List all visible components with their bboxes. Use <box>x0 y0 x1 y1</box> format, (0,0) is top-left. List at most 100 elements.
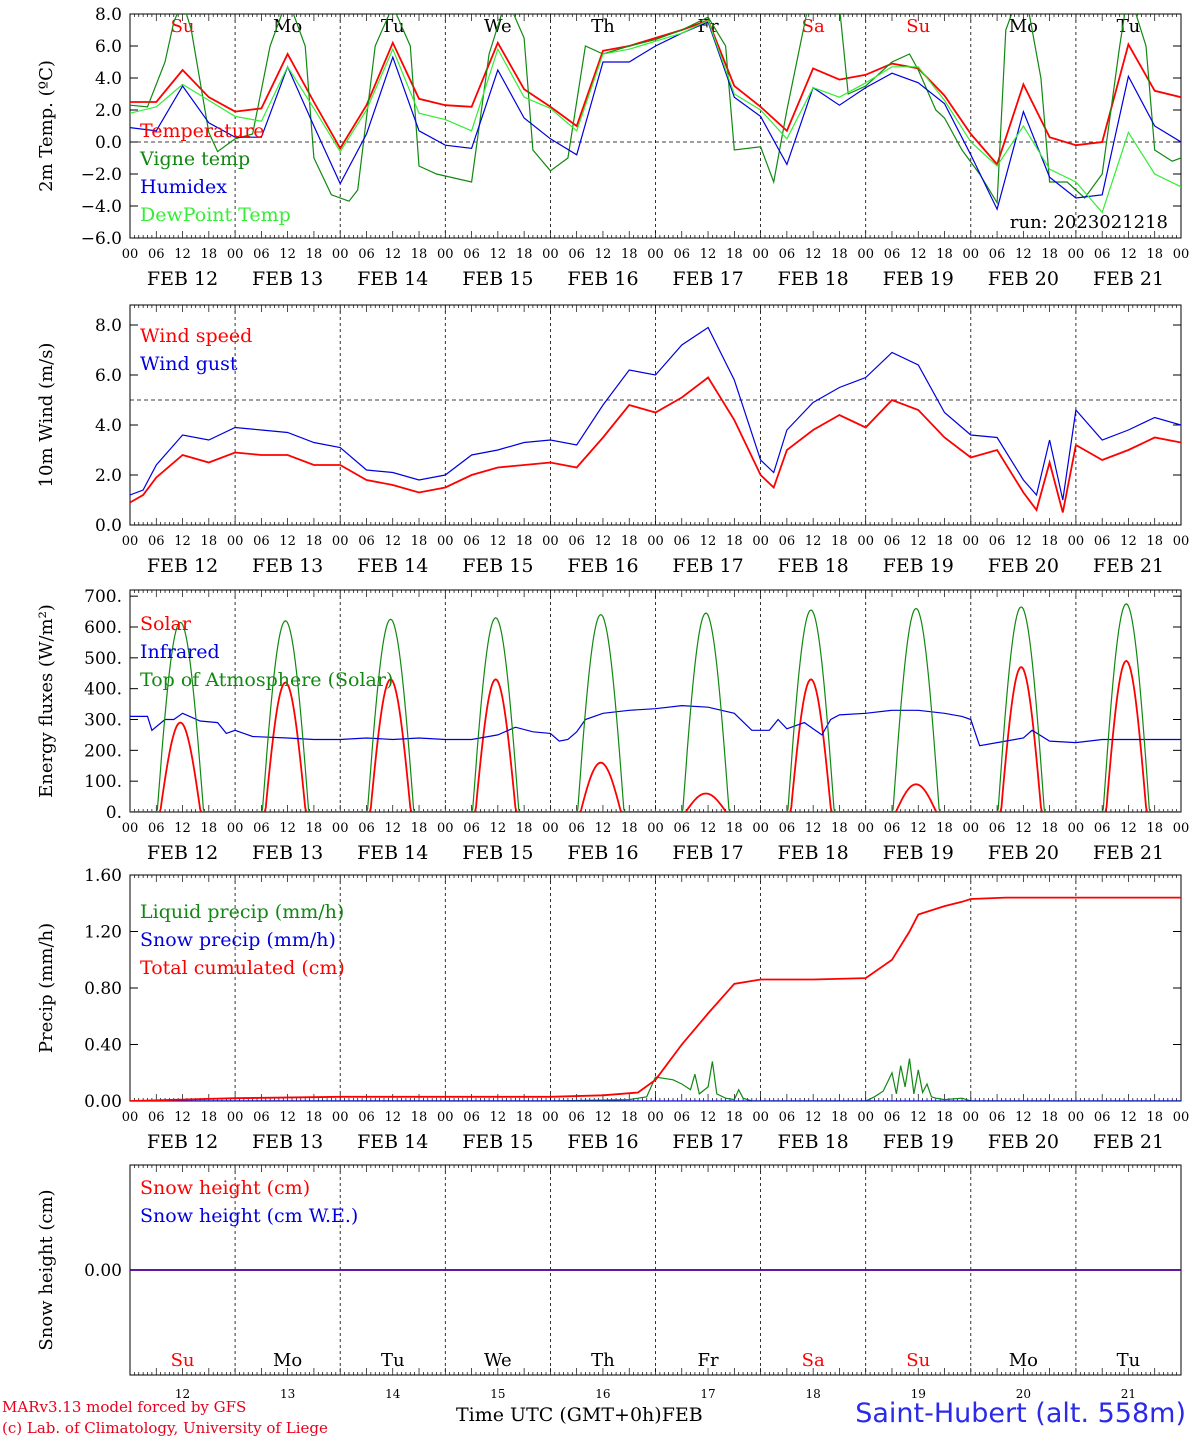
hour-tick-label: 00 <box>437 821 454 836</box>
y-tick-label: 1.60 <box>84 866 122 886</box>
hour-tick-label: 12 <box>1120 247 1137 262</box>
series-line-vigne-temp <box>130 14 1181 205</box>
hour-tick-label: 12 <box>279 821 296 836</box>
hour-tick-label: 00 <box>227 821 244 836</box>
hour-tick-label: 06 <box>674 534 691 549</box>
hour-tick-label: 18 <box>201 1110 218 1125</box>
hour-tick-label: 00 <box>122 1110 139 1125</box>
hour-tick-label: 12 <box>805 821 822 836</box>
hour-tick-label: 06 <box>779 247 796 262</box>
hour-tick-label: 06 <box>358 1110 375 1125</box>
hour-tick-label: 18 <box>516 534 533 549</box>
date-label: FEB 20 <box>988 268 1059 290</box>
weekday-label: We <box>484 1350 512 1371</box>
hour-tick-label: 00 <box>857 247 874 262</box>
day-number-label: 15 <box>490 1387 505 1401</box>
hour-tick-label: 06 <box>1094 247 1111 262</box>
hour-tick-label: 12 <box>384 821 401 836</box>
y-axis-label: 10m Wind (m/s) <box>36 343 57 488</box>
date-label: FEB 13 <box>252 1131 323 1153</box>
hour-tick-label: 00 <box>542 821 559 836</box>
series-line-wind-gust <box>130 326 1181 501</box>
hour-tick-label: 18 <box>831 247 848 262</box>
hour-tick-label: 00 <box>963 534 980 549</box>
y-axis-label: 2m Temp. (ºC) <box>36 60 57 192</box>
hour-tick-label: 12 <box>910 247 927 262</box>
weekday-label: Su <box>906 1350 930 1371</box>
weekday-label: Fr <box>698 16 719 37</box>
hour-tick-label: 18 <box>1146 534 1163 549</box>
weekday-label: Tu <box>1117 1350 1141 1371</box>
date-label: FEB 19 <box>883 555 954 577</box>
y-tick-label: 8.0 <box>95 316 122 336</box>
hour-tick-label: 00 <box>122 247 139 262</box>
hour-tick-label: 06 <box>674 247 691 262</box>
date-label: FEB 12 <box>147 842 218 864</box>
hour-tick-label: 00 <box>752 821 769 836</box>
series-line-wind-speed <box>130 376 1181 513</box>
date-label: FEB 12 <box>147 555 218 577</box>
date-label: FEB 18 <box>778 268 849 290</box>
hour-tick-label: 18 <box>726 534 743 549</box>
hour-tick-label: 12 <box>700 1110 717 1125</box>
panel-4: 1.60 1.20 0.80 0.40 0.00 Precip (mm/h) 00 06 12 1… <box>36 866 1189 1153</box>
hour-tick-label: 18 <box>726 247 743 262</box>
hour-tick-label: 12 <box>279 534 296 549</box>
date-label: FEB 19 <box>883 1131 954 1153</box>
y-axis-label: Precip (mm/h) <box>36 923 57 1053</box>
y-axis-label: Energy fluxes (W/m²) <box>36 604 57 798</box>
hour-tick-label: 12 <box>1015 534 1032 549</box>
hour-tick-label: 18 <box>1041 534 1058 549</box>
day-number-label: 18 <box>806 1387 821 1401</box>
date-label: FEB 14 <box>357 842 428 864</box>
date-label: FEB 21 <box>1093 555 1164 577</box>
series-line-infrared <box>130 704 1181 747</box>
date-label: FEB 16 <box>567 1131 638 1153</box>
hour-tick-label: 00 <box>542 247 559 262</box>
hour-tick-label: 00 <box>1068 1110 1085 1125</box>
hour-tick-label: 06 <box>463 1110 480 1125</box>
hour-tick-label: 18 <box>621 821 638 836</box>
legend-entry: Total cumulated (cm) <box>140 957 345 979</box>
run-annotation: run: 2023021218 <box>1010 212 1168 233</box>
hour-tick-label: 06 <box>148 1110 165 1125</box>
panel-1: 8.0 6.0 4.0 2.0 0.0 −2.0 −4.0 −6.0 2m Temp. (ºC)… <box>36 5 1189 290</box>
y-tick-label: 2.0 <box>95 101 122 121</box>
hour-tick-label: 18 <box>621 534 638 549</box>
y-tick-label: 6.0 <box>95 37 122 57</box>
y-tick-label: 2.0 <box>95 466 122 486</box>
y-tick-label: 100. <box>84 772 122 792</box>
hour-tick-label: 06 <box>884 247 901 262</box>
lab-credit: (c) Lab. of Climatology, University of L… <box>2 1419 328 1437</box>
hour-tick-label: 18 <box>516 247 533 262</box>
hour-tick-label: 00 <box>437 247 454 262</box>
hour-tick-label: 12 <box>174 534 191 549</box>
hour-tick-label: 18 <box>936 821 953 836</box>
hour-tick-label: 18 <box>201 821 218 836</box>
hour-tick-label: 18 <box>1041 247 1058 262</box>
hour-tick-label: 00 <box>1173 821 1190 836</box>
date-label: FEB 16 <box>567 555 638 577</box>
hour-tick-label: 18 <box>306 1110 323 1125</box>
hour-tick-label: 18 <box>516 1110 533 1125</box>
hour-tick-label: 12 <box>595 1110 612 1125</box>
hour-tick-label: 18 <box>726 1110 743 1125</box>
hour-tick-label: 18 <box>831 534 848 549</box>
date-label: FEB 13 <box>252 268 323 290</box>
weekday-label: Su <box>171 16 195 37</box>
hour-tick-label: 12 <box>1120 821 1137 836</box>
hour-tick-label: 18 <box>306 534 323 549</box>
legend-entry: Top of Atmosphere (Solar) <box>140 669 393 691</box>
hour-tick-label: 00 <box>752 1110 769 1125</box>
hour-tick-label: 18 <box>306 247 323 262</box>
hour-tick-label: 06 <box>358 821 375 836</box>
hour-tick-label: 12 <box>490 247 507 262</box>
hour-tick-label: 00 <box>752 247 769 262</box>
weekday-label: Mo <box>273 1350 302 1371</box>
hour-tick-label: 18 <box>1146 247 1163 262</box>
hour-tick-label: 18 <box>621 1110 638 1125</box>
hour-tick-label: 12 <box>910 821 927 836</box>
hour-tick-label: 06 <box>463 821 480 836</box>
date-label: FEB 12 <box>147 1131 218 1153</box>
